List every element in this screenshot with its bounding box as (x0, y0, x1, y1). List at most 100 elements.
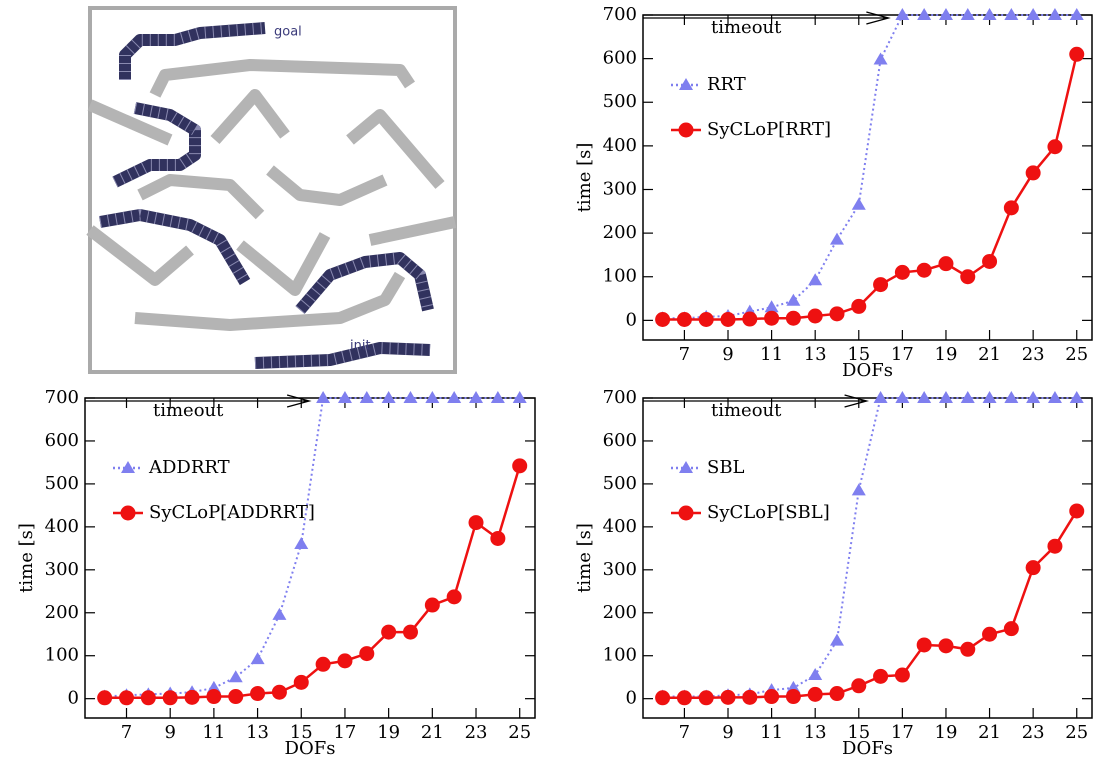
annotation: timeout (711, 17, 782, 38)
circle-marker (337, 653, 352, 668)
y-tick-label: 100 (603, 266, 637, 287)
legend-label: RRT (707, 74, 746, 95)
init-label: init (350, 339, 371, 354)
x-tick-label: 25 (1065, 344, 1088, 365)
x-tick-label: 21 (421, 722, 444, 743)
series-line (105, 466, 520, 698)
triangle-marker (316, 391, 330, 403)
y-tick-label: 300 (603, 559, 637, 580)
y-tick-label: 600 (45, 430, 79, 451)
circle-marker (1026, 165, 1041, 180)
circle-marker (163, 690, 178, 705)
y-tick-label: 400 (603, 135, 637, 156)
legend-marker (121, 506, 136, 521)
circle-marker (1004, 200, 1019, 215)
x-tick-label: 7 (679, 722, 690, 743)
circle-marker (655, 312, 670, 327)
circle-marker (895, 265, 910, 280)
y-axis-label: time [s] (16, 523, 37, 593)
triangle-marker (917, 8, 931, 20)
circle-marker (721, 312, 736, 327)
circle-marker (742, 312, 757, 327)
chart-panel: 0100200300400500600700791113151719212325… (574, 4, 1092, 381)
goal-label: goal (274, 25, 302, 40)
circle-marker (490, 531, 505, 546)
circle-marker (447, 589, 462, 604)
figure: goal init 010020030040050060070079111315… (0, 0, 1094, 762)
x-tick-label: 21 (978, 722, 1001, 743)
circle-marker (677, 312, 692, 327)
x-tick-label: 11 (202, 722, 225, 743)
triangle-marker (852, 483, 866, 495)
y-tick-label: 200 (603, 222, 637, 243)
circle-marker (1047, 539, 1062, 554)
triangle-marker (1048, 391, 1062, 403)
circle-marker (917, 263, 932, 278)
triangle-marker (294, 537, 308, 549)
y-tick-label: 100 (603, 645, 637, 666)
circle-marker (851, 678, 866, 693)
circle-marker (425, 598, 440, 613)
x-tick-label: 7 (121, 722, 132, 743)
x-tick-label: 19 (935, 344, 958, 365)
triangle-marker (939, 391, 953, 403)
circle-marker (982, 254, 997, 269)
legend-label: SyCLoP[RRT] (707, 119, 831, 140)
circle-marker (786, 689, 801, 704)
x-tick-label: 25 (1065, 722, 1088, 743)
triangle-marker (852, 198, 866, 210)
triangle-marker (939, 8, 953, 20)
triangle-marker (251, 652, 265, 664)
circle-marker (721, 690, 736, 705)
circle-marker (917, 637, 932, 652)
y-tick-label: 600 (603, 430, 637, 451)
y-tick-label: 200 (603, 602, 637, 623)
legend-label: SyCLoP[ADDRRT] (149, 502, 315, 523)
circle-marker (829, 686, 844, 701)
triangle-marker (830, 233, 844, 245)
triangle-marker (983, 8, 997, 20)
x-tick-label: 7 (679, 344, 690, 365)
x-tick-label: 19 (377, 722, 400, 743)
x-tick-label: 13 (804, 722, 827, 743)
annotation: timeout (711, 400, 782, 421)
legend-label: SyCLoP[SBL] (707, 502, 830, 523)
circle-marker (119, 690, 134, 705)
legend-label: SBL (707, 457, 745, 478)
circle-marker (97, 690, 112, 705)
y-tick-label: 400 (603, 516, 637, 537)
y-tick-label: 700 (45, 387, 79, 408)
triangle-marker (874, 52, 888, 64)
y-tick-label: 0 (626, 688, 637, 709)
x-tick-label: 9 (164, 722, 175, 743)
triangle-marker (1048, 8, 1062, 20)
y-tick-label: 700 (603, 387, 637, 408)
x-axis-label: DOFs (842, 360, 893, 381)
circle-marker (851, 299, 866, 314)
circle-marker (1069, 47, 1084, 62)
y-tick-label: 500 (603, 91, 637, 112)
circle-marker (206, 689, 221, 704)
y-tick-label: 500 (603, 473, 637, 494)
x-tick-label: 13 (804, 344, 827, 365)
circle-marker (655, 690, 670, 705)
circle-marker (938, 256, 953, 271)
x-tick-label: 17 (333, 722, 356, 743)
triangle-marker (425, 391, 439, 403)
circle-marker (808, 309, 823, 324)
triangle-marker (491, 391, 505, 403)
circle-marker (228, 689, 243, 704)
circle-marker (469, 515, 484, 530)
circle-marker (786, 311, 801, 326)
circle-marker (982, 627, 997, 642)
circle-marker (960, 269, 975, 284)
triangle-marker (808, 668, 822, 680)
triangle-marker (917, 391, 931, 403)
circle-marker (1004, 621, 1019, 636)
x-tick-label: 21 (978, 344, 1001, 365)
y-tick-label: 0 (626, 309, 637, 330)
y-tick-label: 100 (45, 645, 79, 666)
circle-marker (272, 685, 287, 700)
